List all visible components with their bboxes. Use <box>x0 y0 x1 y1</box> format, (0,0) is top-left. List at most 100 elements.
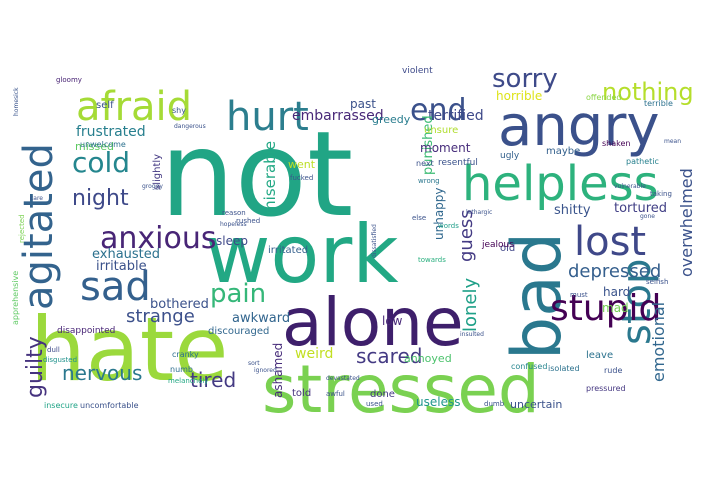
cloud-word: self <box>96 100 114 111</box>
cloud-word: work <box>205 208 399 301</box>
cloud-word: cranky <box>172 350 199 359</box>
cloud-word: depressed <box>568 261 661 282</box>
cloud-word: dumb <box>484 400 505 408</box>
cloud-word: alone <box>282 284 464 361</box>
cloud-word: care <box>30 195 43 202</box>
cloud-word: agitated <box>16 143 62 310</box>
cloud-word: groggy <box>142 183 163 190</box>
cloud-word: scared <box>356 344 422 368</box>
cloud-word: insulted <box>460 331 484 338</box>
cloud-word: pathetic <box>626 157 659 166</box>
cloud-word: shy <box>172 106 186 115</box>
cloud-word: sort <box>248 360 260 367</box>
cloud-word: stop <box>614 259 660 345</box>
cloud-word: awful <box>326 390 345 398</box>
cloud-word: melancholy <box>168 377 208 385</box>
cloud-word: nervous <box>62 361 142 385</box>
cloud-word: unwelcome <box>80 140 126 149</box>
cloud-word: lost <box>574 219 646 265</box>
cloud-word: moment <box>420 141 471 155</box>
cloud-word: vulnerable <box>614 183 646 190</box>
cloud-word: shaken <box>602 139 630 148</box>
cloud-word: jealous <box>481 240 514 250</box>
cloud-word: terrified <box>428 108 484 124</box>
cloud-word: lonely <box>460 278 481 332</box>
cloud-word: devastated <box>326 375 360 382</box>
cloud-word: pain <box>210 279 266 309</box>
cloud-word: guess <box>456 209 477 262</box>
cloud-word: next <box>416 159 434 168</box>
cloud-word: apprehensive <box>11 271 20 325</box>
cloud-word: maybe <box>546 146 580 157</box>
cloud-word: sleep <box>216 234 248 248</box>
cloud-word: tired <box>190 368 236 392</box>
cloud-word: punished <box>421 115 436 175</box>
cloud-word: miserable <box>261 141 279 215</box>
cloud-word: fucked <box>290 174 313 182</box>
cloud-word: old <box>500 243 515 254</box>
cloud-word: unhappy <box>432 187 446 240</box>
cloud-word: confused <box>511 362 547 371</box>
cloud-word: words <box>438 222 459 230</box>
cloud-word: selfish <box>646 278 668 286</box>
cloud-word: unsure <box>424 125 458 136</box>
cloud-word: gloomy <box>56 76 82 84</box>
cloud-word: mean <box>664 138 681 145</box>
cloud-word: hurt <box>226 94 309 140</box>
cloud-word: cold <box>72 146 130 179</box>
cloud-word: done <box>370 389 395 400</box>
cloud-word: irritated <box>268 245 308 256</box>
cloud-word: missed <box>75 140 114 153</box>
cloud-word: ugly <box>500 151 520 161</box>
cloud-word: embarrassed <box>292 108 384 124</box>
cloud-word: shitty <box>554 203 591 218</box>
cloud-word: exhausted <box>92 247 160 262</box>
cloud-word: strange <box>126 306 195 327</box>
cloud-word: uncomfortable <box>80 401 139 410</box>
cloud-word: leave <box>586 350 613 361</box>
cloud-word: overwhelmed <box>677 168 696 277</box>
cloud-word: afraid <box>76 84 192 130</box>
cloud-word: useless <box>416 395 460 409</box>
cloud-word: lethargic <box>466 209 492 216</box>
cloud-word: past <box>350 97 376 111</box>
cloud-word: end <box>410 93 467 128</box>
cloud-word: low <box>382 314 403 328</box>
cloud-word: gone <box>640 213 655 220</box>
cloud-word: offended <box>586 93 621 102</box>
cloud-word: hate <box>30 298 228 401</box>
cloud-word: rushed <box>236 217 260 225</box>
cloud-word: homesick <box>13 87 20 116</box>
cloud-word: dissatisfied <box>371 224 378 258</box>
cloud-word: sad <box>80 264 151 310</box>
cloud-word: anxious <box>100 221 216 256</box>
cloud-word: else <box>412 214 426 222</box>
cloud-word: awkward <box>232 311 290 326</box>
cloud-word: ashamed <box>271 343 285 398</box>
cloud-word: went <box>288 158 316 171</box>
cloud-word: told <box>292 388 311 399</box>
cloud-word: must <box>570 291 588 299</box>
cloud-word: rejected <box>18 214 26 243</box>
cloud-word: tortured <box>614 201 667 216</box>
cloud-word: taking <box>650 190 672 198</box>
cloud-word: slightly <box>152 154 163 190</box>
cloud-word: stupid <box>550 288 661 329</box>
cloud-word: bothered <box>150 297 209 312</box>
cloud-word: weird <box>295 346 333 362</box>
cloud-word: frustrated <box>76 124 146 140</box>
cloud-word: disgusted <box>43 356 77 364</box>
cloud-word: greedy <box>372 113 411 126</box>
cloud-word: horrible <box>496 89 542 103</box>
cloud-word: annoyed <box>404 352 452 365</box>
cloud-word: mad <box>602 301 629 315</box>
cloud-word: ignored <box>254 367 277 374</box>
cloud-word: nothing <box>602 78 694 106</box>
cloud-word: terrible <box>644 99 673 108</box>
cloud-word: bad <box>498 232 577 360</box>
cloud-word: towards <box>418 256 446 264</box>
cloud-word: discouraged <box>208 326 269 337</box>
cloud-word: guilty <box>23 336 48 398</box>
